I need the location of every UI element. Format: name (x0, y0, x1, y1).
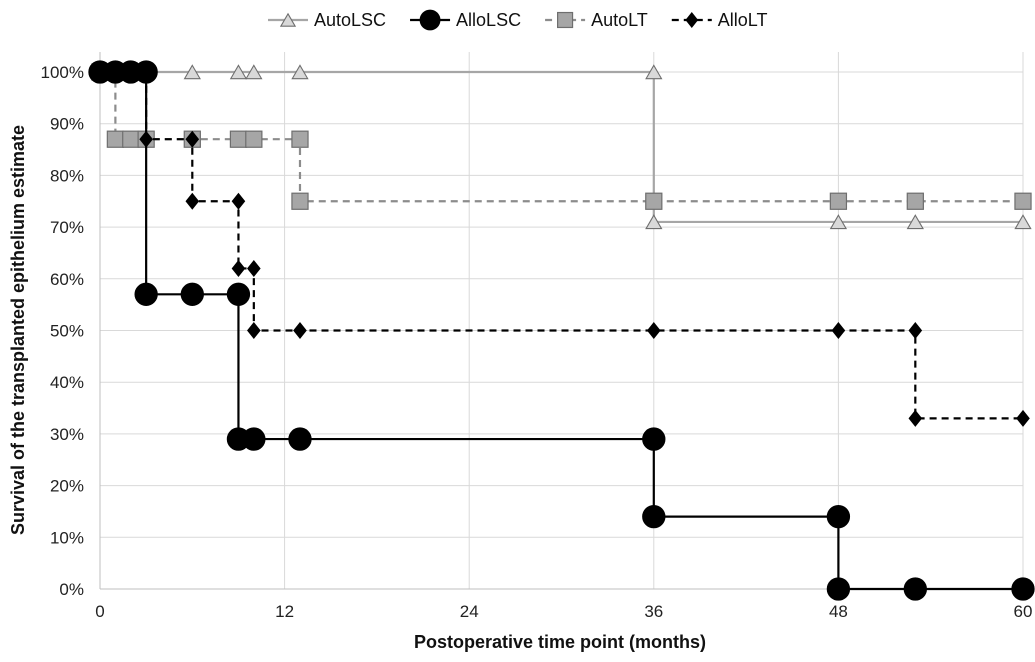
data-point-allolt (908, 321, 923, 340)
series-layer (88, 60, 1035, 601)
y-axis-title: Survival of the transplanted epithelium … (8, 125, 28, 535)
data-point-allolsc (1011, 577, 1035, 601)
data-point-allolsc (288, 427, 312, 451)
data-point-allolsc (242, 427, 266, 451)
data-point-allolt (646, 321, 661, 340)
data-point-autolt (291, 192, 309, 210)
data-point-allolt (108, 63, 123, 81)
data-point-autolt (906, 192, 924, 210)
data-point-autolt (245, 130, 263, 148)
data-point-allolsc (226, 282, 251, 306)
data-point-allolt (139, 63, 153, 81)
y-tick-label: 0% (59, 580, 84, 599)
y-tick-label: 50% (50, 322, 84, 341)
y-tick-label: 60% (50, 270, 84, 289)
legend-marker-autolt (557, 11, 574, 29)
y-tick-label: 90% (50, 115, 84, 134)
data-point-autolt (645, 192, 663, 210)
axis-layer: 0% 10% 20% 30% 40% 50% 60% 70% 80% 90% 100% 0 12 24 36… (41, 52, 1033, 621)
x-tick-label: 48 (829, 602, 848, 621)
data-point-allolt (293, 321, 307, 340)
x-tick-label: 60 (1014, 602, 1033, 621)
legend-item-autolt: AutoLT (545, 10, 648, 30)
data-point-allolt (185, 192, 200, 210)
data-point-allolt (1016, 409, 1030, 427)
data-point-allolt (123, 63, 138, 81)
data-point-allolt (231, 192, 246, 210)
data-point-allolt (231, 259, 246, 277)
data-point-autolt (106, 130, 125, 148)
series-line-allolsc (100, 70, 1023, 591)
data-point-allolsc (642, 427, 666, 451)
legend-label-autolt: AutoLT (591, 10, 648, 30)
data-point-allolsc (826, 504, 851, 529)
data-point-allolt (247, 321, 261, 340)
legend-label-allolsc: AlloLSC (456, 10, 521, 30)
x-axis-title: Postoperative time point (months) (414, 632, 706, 652)
data-point-autolt (1014, 192, 1032, 210)
data-point-autolsc (291, 64, 309, 80)
x-tick-label: 36 (644, 602, 663, 621)
legend-marker-allolsc (419, 9, 441, 31)
data-point-autolsc (229, 64, 248, 80)
legend-label-autolsc: AutoLSC (314, 10, 386, 30)
legend-label-allolt: AlloLT (718, 10, 768, 30)
y-tick-label: 10% (50, 528, 84, 547)
y-tick-label: 70% (50, 218, 84, 237)
data-point-allolsc (642, 504, 666, 529)
data-point-allolsc (826, 577, 851, 601)
data-point-allolt (139, 130, 153, 148)
data-point-allolsc (180, 282, 204, 306)
y-tick-label: 30% (50, 425, 84, 444)
series-allolt (93, 63, 1030, 427)
legend-item-autolsc: AutoLSC (268, 10, 386, 30)
x-tick-label: 24 (460, 602, 479, 621)
data-point-autolt (229, 130, 248, 148)
series-autolt (91, 63, 1032, 210)
legend-marker-autolsc (279, 12, 297, 27)
data-point-autolsc (829, 214, 848, 230)
data-point-autolsc (645, 64, 663, 80)
series-line-allolt (100, 70, 1023, 420)
legend-item-allolt: AlloLT (671, 10, 768, 30)
data-point-autolsc (183, 64, 201, 80)
data-point-allolt (247, 259, 261, 277)
data-point-autolt (122, 130, 140, 148)
legend-item-allolsc: AlloLSC (410, 9, 521, 31)
legend: AutoLSC AlloLSC AutoLT AlloLT (268, 9, 768, 31)
data-point-allolsc (903, 577, 927, 601)
y-tick-label: 100% (41, 63, 84, 82)
data-point-autolsc (645, 214, 663, 230)
data-point-allolt (908, 409, 923, 427)
data-point-autolsc (245, 64, 263, 80)
y-tick-label: 40% (50, 373, 84, 392)
data-point-allolt (831, 321, 846, 340)
data-point-allolt (185, 130, 200, 148)
data-point-allolt (93, 63, 107, 81)
x-tick-label: 12 (275, 602, 294, 621)
legend-marker-allolt (685, 12, 699, 28)
data-point-autolt (829, 192, 848, 210)
data-point-autolt (291, 130, 309, 148)
y-tick-label: 20% (50, 477, 84, 496)
data-point-autolsc (1014, 214, 1032, 230)
y-tick-label: 80% (50, 166, 84, 185)
data-point-allolsc (134, 282, 158, 306)
x-tick-label: 0 (95, 602, 104, 621)
data-point-autolsc (906, 214, 924, 230)
